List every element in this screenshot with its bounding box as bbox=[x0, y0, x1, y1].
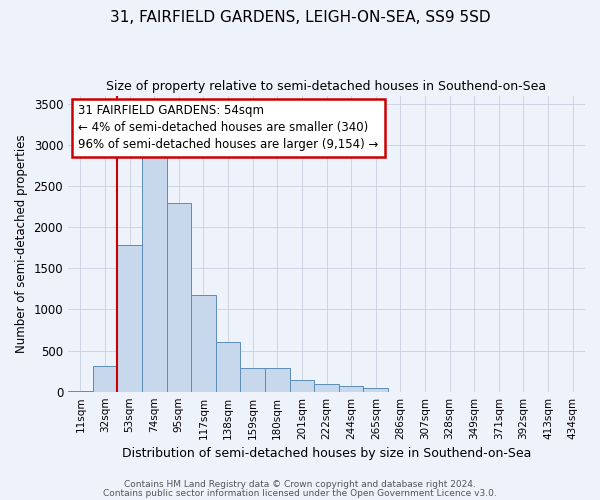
Text: Contains HM Land Registry data © Crown copyright and database right 2024.: Contains HM Land Registry data © Crown c… bbox=[124, 480, 476, 489]
Text: Contains public sector information licensed under the Open Government Licence v3: Contains public sector information licen… bbox=[103, 488, 497, 498]
Y-axis label: Number of semi-detached properties: Number of semi-detached properties bbox=[15, 134, 28, 353]
Title: Size of property relative to semi-detached houses in Southend-on-Sea: Size of property relative to semi-detach… bbox=[106, 80, 547, 93]
Bar bbox=[290, 380, 314, 392]
Bar bbox=[117, 246, 142, 392]
Bar bbox=[191, 295, 216, 392]
Bar bbox=[339, 386, 364, 392]
Bar bbox=[265, 368, 290, 392]
Text: 31, FAIRFIELD GARDENS, LEIGH-ON-SEA, SS9 5SD: 31, FAIRFIELD GARDENS, LEIGH-ON-SEA, SS9… bbox=[110, 10, 490, 25]
X-axis label: Distribution of semi-detached houses by size in Southend-on-Sea: Distribution of semi-detached houses by … bbox=[122, 447, 531, 460]
Bar bbox=[142, 152, 167, 392]
Bar bbox=[167, 204, 191, 392]
Text: 31 FAIRFIELD GARDENS: 54sqm
← 4% of semi-detached houses are smaller (340)
96% o: 31 FAIRFIELD GARDENS: 54sqm ← 4% of semi… bbox=[79, 104, 379, 152]
Bar bbox=[364, 388, 388, 392]
Bar bbox=[92, 366, 117, 392]
Bar bbox=[314, 384, 339, 392]
Bar bbox=[241, 368, 265, 392]
Bar bbox=[68, 391, 92, 392]
Bar bbox=[216, 342, 241, 392]
